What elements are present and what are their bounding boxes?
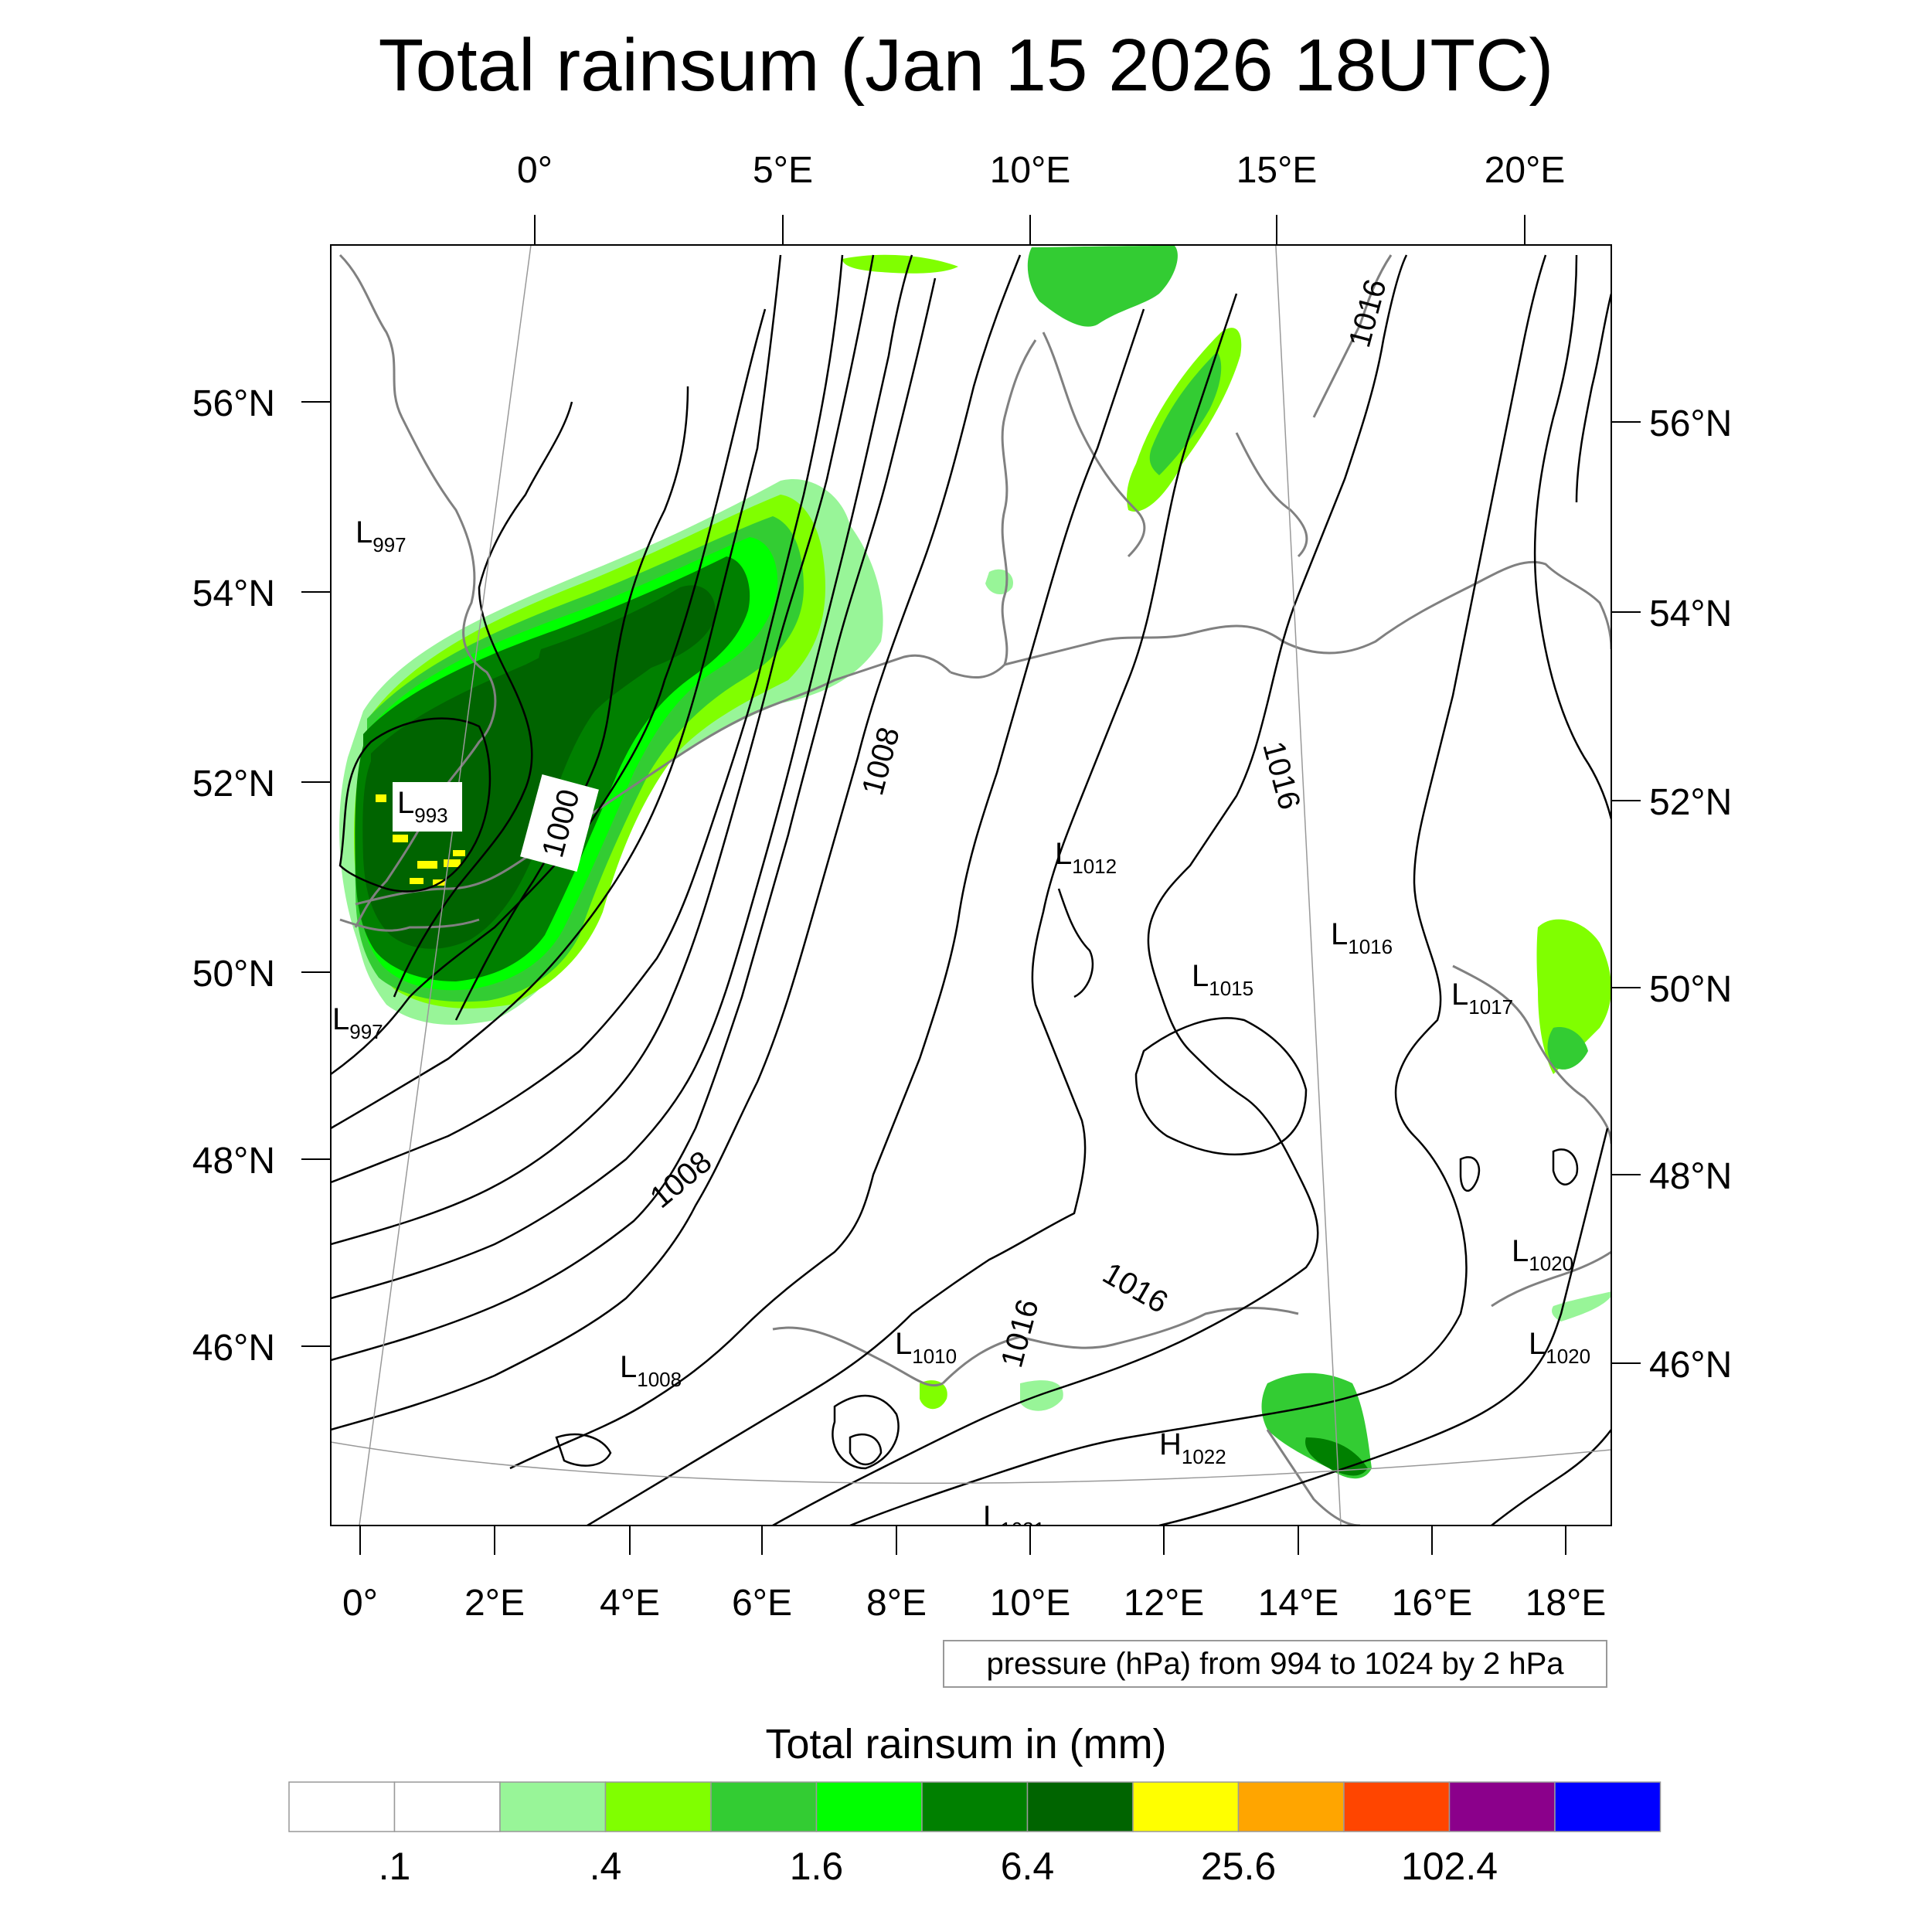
colorbar-swatch [1237, 1781, 1345, 1832]
colorbar-swatch [393, 1781, 501, 1832]
rain-area-se [1552, 1291, 1611, 1321]
pressure-center-l993-box [393, 782, 462, 832]
rain-area-baltic-dot [985, 569, 1013, 595]
colorbar-swatch [710, 1781, 818, 1832]
map-frame [330, 244, 1612, 1526]
lon-label-bottom: 2°E [464, 1583, 525, 1624]
right-latitude-labels: 56°N 54°N 52°N 50°N 48°N 46°N [1649, 403, 1732, 1386]
pressure-center-l1021: L1021 [983, 1500, 1045, 1541]
colorbar-label: .4 [590, 1845, 622, 1888]
lat-label-left: 46°N [192, 1328, 275, 1369]
rain-shading [339, 246, 1611, 1479]
colorbar-label: 102.4 [1401, 1845, 1498, 1888]
top-longitude-labels: 0° 5°E 10°E 15°E 20°E [517, 150, 1565, 191]
lon-label-bottom: 6°E [732, 1583, 792, 1624]
colorbar-label: 6.4 [1001, 1845, 1055, 1888]
map-title: Total rainsum (Jan 15 2026 18UTC) [378, 24, 1554, 107]
lon-label-bottom: 12°E [1124, 1583, 1205, 1624]
colorbar-title: Total rainsum in (mm) [765, 1721, 1167, 1767]
lon-label-bottom: 14°E [1258, 1583, 1339, 1624]
contour-label-1016-south: 1016 [1097, 1256, 1173, 1320]
lon-label-bottom: 8°E [866, 1583, 927, 1624]
pressure-center-l1015: L1015 [1192, 959, 1253, 1000]
colorbar-label: 25.6 [1201, 1845, 1276, 1888]
pressure-center-h1022: H1022 [1159, 1427, 1226, 1468]
colorbar-swatch [1554, 1781, 1662, 1832]
contour-label-layer: 1000 1008 1008 1016 1016 1016 1016 [520, 276, 1393, 1371]
colorbar-swatch [815, 1781, 923, 1832]
pressure-center-l1008: L1008 [620, 1350, 682, 1391]
lon-label-top: 10°E [990, 150, 1071, 191]
rain-area-north-light [842, 254, 958, 274]
lon-label-bottom: 18°E [1526, 1583, 1607, 1624]
pressure-center-l997-north: L997 [355, 515, 406, 556]
left-latitude-labels: 56°N 54°N 52°N 50°N 48°N 46°N [192, 383, 275, 1369]
pressure-center-l1016: L1016 [1331, 917, 1393, 958]
lon-label-top: 0° [517, 150, 553, 191]
lon-label-top: 20°E [1485, 150, 1566, 191]
pressure-center-l1012: L1012 [1055, 837, 1117, 878]
colorbar-swatch [1343, 1781, 1451, 1832]
lon-label-top: 5°E [753, 150, 813, 191]
isobars [331, 254, 1611, 1526]
colorbar-swatch [921, 1781, 1029, 1832]
pressure-note: pressure (hPa) from 994 to 1024 by 2 hPa [943, 1640, 1607, 1688]
lon-label-bottom: 0° [342, 1583, 378, 1624]
contour-label-1000-box [520, 774, 599, 872]
rain-area-north-east-dark [1149, 352, 1222, 475]
rain-area-italy [920, 1380, 947, 1410]
lat-label-left: 50°N [192, 954, 275, 995]
pressure-center-l1020-north: L1020 [1512, 1234, 1573, 1275]
colorbar-swatch [499, 1781, 607, 1832]
pressure-centers: L997 L993 L997 L1012 L1016 L1015 L1017 L… [332, 515, 1590, 1541]
lat-label-right: 48°N [1649, 1156, 1732, 1197]
axis-ticks [301, 215, 1641, 1555]
lat-label-right: 52°N [1649, 782, 1732, 823]
rain-area-north [1027, 246, 1178, 327]
bottom-longitude-labels: 0° 2°E 4°E 6°E 8°E 10°E 12°E 14°E 16°E 1… [342, 1583, 1606, 1624]
pressure-center-l1020-south: L1020 [1529, 1327, 1590, 1368]
lat-label-left: 48°N [192, 1141, 275, 1182]
lon-label-bottom: 10°E [990, 1583, 1071, 1624]
colorbar-swatch [1026, 1781, 1134, 1832]
lat-label-right: 46°N [1649, 1345, 1732, 1386]
colorbar-swatch [1448, 1781, 1556, 1832]
lat-label-right: 56°N [1649, 403, 1732, 444]
pressure-center-l1017: L1017 [1451, 978, 1513, 1019]
rain-area-italy-2 [1020, 1380, 1063, 1411]
colorbar-swatch [288, 1781, 396, 1832]
rain-area-east-dark [1547, 1027, 1588, 1070]
graticule [331, 245, 1611, 1526]
lat-label-left: 56°N [192, 383, 275, 424]
lon-label-bottom: 16°E [1392, 1583, 1473, 1624]
pressure-center-l1010: L1010 [895, 1327, 957, 1368]
pressure-center-l993: L993 [397, 786, 448, 827]
contour-label-1016-north: 1016 [1342, 276, 1393, 351]
map-area: 1000 1008 1008 1016 1016 1016 1016 L997 … [331, 245, 1611, 1541]
contour-label-1016-alps: 1016 [995, 1296, 1046, 1371]
colorbar-swatch [1132, 1781, 1240, 1832]
lat-label-right: 50°N [1649, 969, 1732, 1010]
lon-label-bottom: 4°E [600, 1583, 660, 1624]
colorbar: .1 .4 1.6 6.4 25.6 102.4 [288, 1781, 1662, 1888]
lon-label-top: 15°E [1236, 150, 1318, 191]
lat-label-left: 52°N [192, 764, 275, 804]
rain-area-darkest-2 [538, 585, 716, 715]
lat-label-left: 54°N [192, 573, 275, 614]
lat-label-right: 54°N [1649, 594, 1732, 634]
colorbar-swatch [604, 1781, 712, 1832]
contour-label-1016-center: 1016 [1256, 738, 1307, 813]
colorbar-label: 1.6 [790, 1845, 844, 1888]
colorbar-label: .1 [379, 1845, 411, 1888]
pressure-center-l997-south: L997 [332, 1002, 383, 1043]
